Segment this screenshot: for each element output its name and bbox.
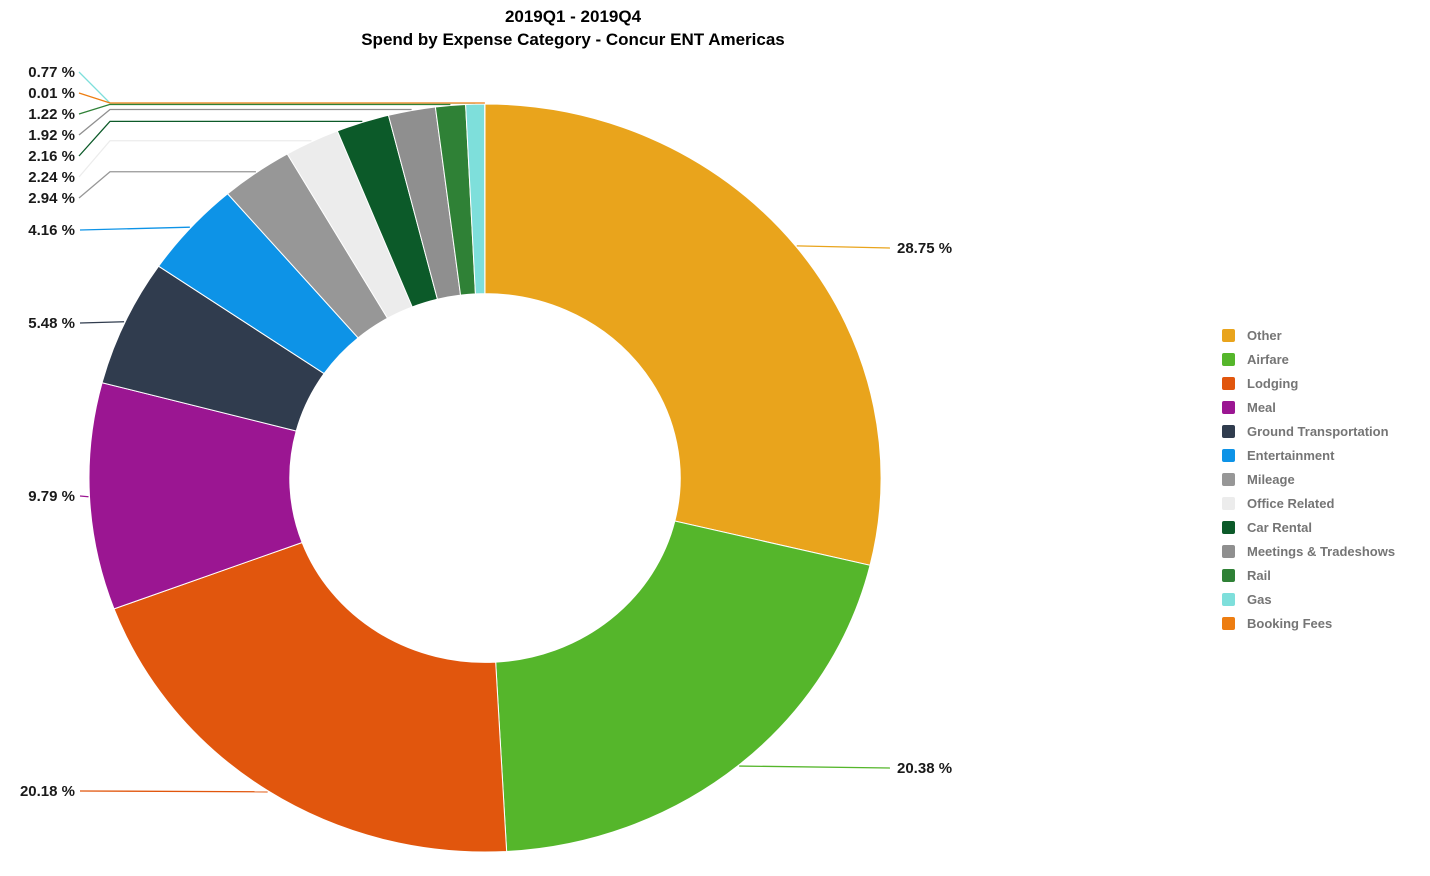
legend-swatch-booking-fees	[1222, 616, 1235, 630]
leader-line-gas	[78, 71, 476, 104]
leader-line-other	[796, 245, 891, 249]
chart-legend: Other Airfare Lodging Meal Ground Transporta…	[1222, 323, 1395, 635]
legend-swatch-rail	[1222, 568, 1235, 582]
legend-item-lodging[interactable]: Lodging	[1222, 371, 1395, 395]
legend-swatch-lodging	[1222, 376, 1235, 390]
pie-slice-other[interactable]	[484, 103, 882, 566]
slice-value-label-car-rental: 2.16 %	[28, 148, 75, 165]
legend-label: Lodging	[1247, 375, 1299, 391]
legend-swatch-meal	[1222, 400, 1235, 414]
leader-line-meal	[79, 495, 89, 498]
leader-line-mileage	[78, 171, 256, 199]
legend-swatch-entertainment	[1222, 448, 1235, 462]
legend-swatch-airfare	[1222, 352, 1235, 366]
slice-value-label-meetings-tradeshows: 1.92 %	[28, 127, 75, 144]
legend-swatch-ground-transportation	[1222, 424, 1235, 438]
legend-label: Office Related	[1247, 495, 1335, 511]
legend-swatch-car-rental	[1222, 520, 1235, 534]
leader-line-entertainment	[79, 226, 190, 231]
slice-value-label-lodging: 20.18 %	[20, 783, 75, 800]
chart-subtitle: Spend by Expense Category - Concur ENT A…	[361, 30, 785, 49]
legend-label: Ground Transportation	[1247, 423, 1389, 439]
slice-value-label-booking-fees: 0.01 %	[28, 85, 75, 102]
legend-label: Gas	[1247, 591, 1272, 607]
leader-line-ground-transportation	[79, 321, 125, 324]
slice-value-label-other: 28.75 %	[897, 240, 952, 257]
legend-item-gas[interactable]: Gas	[1222, 587, 1395, 611]
legend-label: Meetings & Tradeshows	[1247, 543, 1396, 559]
legend-item-rail[interactable]: Rail	[1222, 563, 1395, 587]
leader-line-meetings-tradeshows	[78, 108, 412, 136]
legend-label: Mileage	[1247, 471, 1295, 487]
legend-label: Booking Fees	[1247, 615, 1333, 631]
legend-label: Rail	[1247, 567, 1271, 583]
slice-value-label-ground-transportation: 5.48 %	[28, 315, 75, 332]
chart-title: 2019Q1 - 2019Q4	[504, 7, 642, 26]
legend-label: Other	[1247, 327, 1282, 343]
leader-line-rail	[78, 103, 451, 115]
legend-swatch-office-related	[1222, 496, 1235, 510]
slice-value-label-meal: 9.79 %	[28, 488, 75, 505]
legend-swatch-meetings-tradeshows	[1222, 544, 1235, 558]
pie-slice-airfare[interactable]	[495, 520, 871, 852]
legend-item-meetings-tradeshows[interactable]: Meetings & Tradeshows	[1222, 539, 1395, 563]
legend-label: Airfare	[1247, 351, 1289, 367]
legend-item-car-rental[interactable]: Car Rental	[1222, 515, 1395, 539]
leader-line-car-rental	[78, 120, 363, 157]
chart-title-block: 2019Q1 - 2019Q4 Spend by Expense Categor…	[0, 5, 1146, 51]
slice-value-label-airfare: 20.38 %	[897, 760, 952, 777]
pie-slice-lodging[interactable]	[113, 541, 508, 853]
legend-item-office-related[interactable]: Office Related	[1222, 491, 1395, 515]
legend-label: Entertainment	[1247, 447, 1335, 463]
slice-value-label-rail: 1.22 %	[28, 106, 75, 123]
legend-item-airfare[interactable]: Airfare	[1222, 347, 1395, 371]
legend-swatch-gas	[1222, 592, 1235, 606]
legend-label: Meal	[1247, 399, 1276, 415]
legend-item-meal[interactable]: Meal	[1222, 395, 1395, 419]
slice-value-label-gas: 0.77 %	[28, 64, 75, 81]
leader-line-lodging	[79, 790, 268, 793]
leader-line-office-related	[78, 140, 312, 178]
slice-value-label-office-related: 2.24 %	[28, 169, 75, 186]
legend-label: Car Rental	[1247, 519, 1313, 535]
legend-swatch-other	[1222, 328, 1235, 342]
legend-item-booking-fees[interactable]: Booking Fees	[1222, 611, 1395, 635]
legend-item-other[interactable]: Other	[1222, 323, 1395, 347]
legend-swatch-mileage	[1222, 472, 1235, 486]
slice-value-label-mileage: 2.94 %	[28, 190, 75, 207]
leader-line-airfare	[739, 765, 891, 769]
legend-item-entertainment[interactable]: Entertainment	[1222, 443, 1395, 467]
leader-line-booking-fees	[78, 92, 485, 104]
slice-value-label-entertainment: 4.16 %	[28, 222, 75, 239]
legend-item-ground-transportation[interactable]: Ground Transportation	[1222, 419, 1395, 443]
legend-item-mileage[interactable]: Mileage	[1222, 467, 1395, 491]
